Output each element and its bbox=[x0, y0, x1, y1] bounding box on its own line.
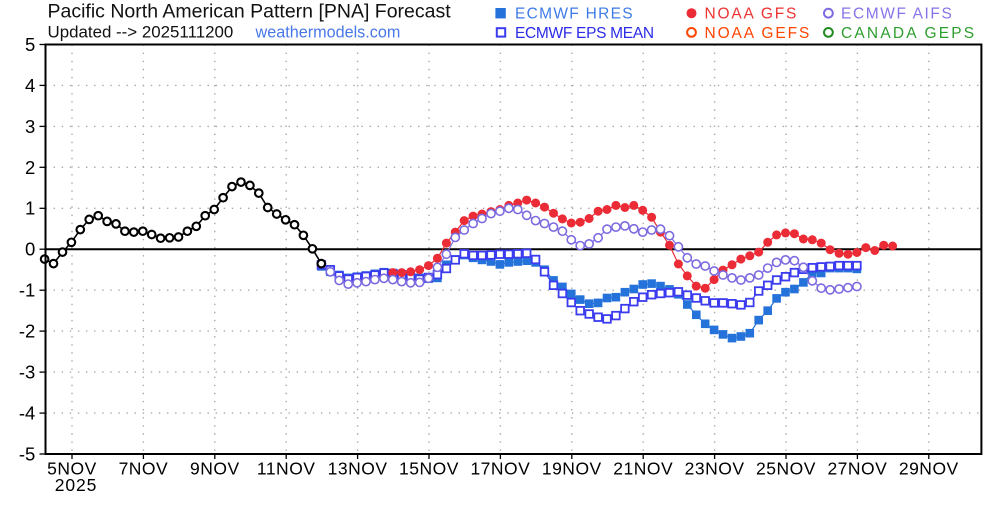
svg-text:4: 4 bbox=[25, 75, 35, 96]
svg-text:0: 0 bbox=[25, 239, 35, 260]
svg-text:21NOV: 21NOV bbox=[613, 459, 673, 479]
svg-text:ECMWF EPS MEAN: ECMWF EPS MEAN bbox=[515, 25, 654, 42]
svg-text:NOAA GEFS: NOAA GEFS bbox=[705, 25, 812, 42]
svg-text:19NOV: 19NOV bbox=[542, 459, 602, 479]
svg-text:weathermodels.com: weathermodels.com bbox=[255, 23, 401, 41]
svg-text:5: 5 bbox=[25, 34, 35, 55]
svg-text:11NOV: 11NOV bbox=[257, 459, 316, 479]
svg-text:-3: -3 bbox=[19, 362, 35, 383]
svg-text:25NOV: 25NOV bbox=[756, 459, 816, 479]
svg-text:2: 2 bbox=[25, 157, 35, 178]
svg-text:1: 1 bbox=[25, 198, 35, 219]
svg-text:17NOV: 17NOV bbox=[470, 459, 530, 479]
svg-text:15NOV: 15NOV bbox=[399, 459, 459, 479]
svg-text:29NOV: 29NOV bbox=[899, 459, 959, 479]
svg-text:3: 3 bbox=[25, 116, 35, 137]
svg-text:2025: 2025 bbox=[55, 475, 98, 495]
svg-text:9NOV: 9NOV bbox=[190, 459, 240, 479]
svg-text:ECMWF HRES: ECMWF HRES bbox=[515, 5, 634, 22]
svg-text:ECMWF AIFS: ECMWF AIFS bbox=[841, 5, 953, 22]
svg-text:23NOV: 23NOV bbox=[685, 459, 745, 479]
svg-text:5NOV: 5NOV bbox=[47, 459, 97, 479]
svg-text:7NOV: 7NOV bbox=[119, 459, 169, 479]
svg-text:-2: -2 bbox=[19, 321, 35, 342]
svg-text:-5: -5 bbox=[19, 443, 35, 464]
svg-text:13NOV: 13NOV bbox=[328, 459, 388, 479]
svg-text:Pacific North American Pattern: Pacific North American Pattern [PNA] For… bbox=[48, 1, 452, 23]
svg-text:-1: -1 bbox=[19, 280, 35, 301]
svg-text:Updated --> 2025111200: Updated --> 2025111200 bbox=[48, 22, 234, 41]
svg-text:-4: -4 bbox=[19, 402, 35, 423]
svg-text:NOAA GFS: NOAA GFS bbox=[705, 5, 799, 22]
svg-text:27NOV: 27NOV bbox=[827, 459, 887, 479]
svg-text:CANADA GEPS: CANADA GEPS bbox=[841, 25, 976, 42]
